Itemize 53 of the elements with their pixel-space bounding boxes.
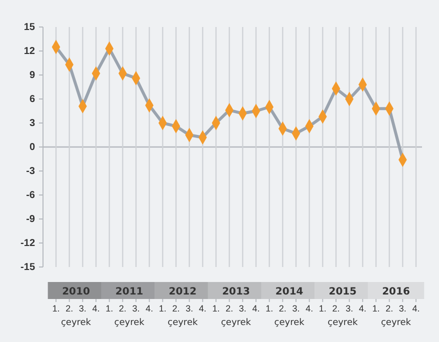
x-tick-label: 1. <box>158 303 166 314</box>
x-tick-label: 1. <box>318 303 326 314</box>
y-tick-label: 15 <box>24 22 36 34</box>
y-tick-label: -15 <box>20 262 36 274</box>
text: 2012 <box>168 286 197 298</box>
x-tick-label: 2. <box>278 303 286 314</box>
x-tick-label: 2. <box>118 303 126 314</box>
x-tick-label: 4. <box>92 303 100 314</box>
y-tick-label: -12 <box>20 238 36 250</box>
text: çeyrek <box>220 318 252 328</box>
x-tick-label: 4. <box>146 303 154 314</box>
x-tick-label: 4. <box>306 303 314 314</box>
y-tick-label: -9 <box>26 214 36 226</box>
x-tick-label: 4. <box>252 303 260 314</box>
y-tick-label: -6 <box>26 190 36 202</box>
x-tick-label: 3. <box>398 303 406 314</box>
text: çeyrek <box>274 318 306 328</box>
text: 2013 <box>222 286 250 298</box>
text: çeyrek <box>114 318 146 328</box>
x-tick-label: 4. <box>412 303 420 314</box>
text: 2011 <box>115 286 144 298</box>
x-tick-label: 2. <box>332 303 340 314</box>
x-tick-label: 1. <box>266 303 274 314</box>
text: çeyrek <box>60 318 92 328</box>
x-tick-label: 1. <box>106 303 114 314</box>
y-tick-label: 6 <box>29 94 36 106</box>
x-tick-label: 3. <box>132 303 140 314</box>
x-tick-label: 2. <box>172 303 180 314</box>
y-tick-label: 3 <box>29 118 36 130</box>
y-tick-label: -3 <box>26 166 36 178</box>
text: 2015 <box>328 286 357 298</box>
y-tick-label: 12 <box>24 46 36 58</box>
x-tick-label: 3. <box>292 303 300 314</box>
text: çeyrek <box>328 318 358 328</box>
x-tick-label: 2. <box>386 303 394 314</box>
x-tick-label: 4. <box>198 303 206 314</box>
x-tick-label: 1. <box>52 303 60 314</box>
x-tick-label: 2. <box>226 303 234 314</box>
x-tick-label: 1. <box>212 303 220 314</box>
x-tick-label: 3. <box>78 303 86 314</box>
y-tick-label: 9 <box>29 70 36 82</box>
x-tick-label: 3. <box>346 303 354 314</box>
text: çeyrek <box>168 318 198 328</box>
x-tick-label: 4. <box>358 303 366 314</box>
y-tick-label: 0 <box>29 142 36 154</box>
text: 2016 <box>382 286 410 298</box>
text: 2010 <box>62 286 90 298</box>
text: 2014 <box>275 286 304 298</box>
x-tick-label: 3. <box>238 303 246 314</box>
text: çeyrek <box>380 318 412 328</box>
x-tick-label: 1. <box>372 303 380 314</box>
x-tick-label: 2. <box>66 303 74 314</box>
x-tick-label: 3. <box>186 303 194 314</box>
